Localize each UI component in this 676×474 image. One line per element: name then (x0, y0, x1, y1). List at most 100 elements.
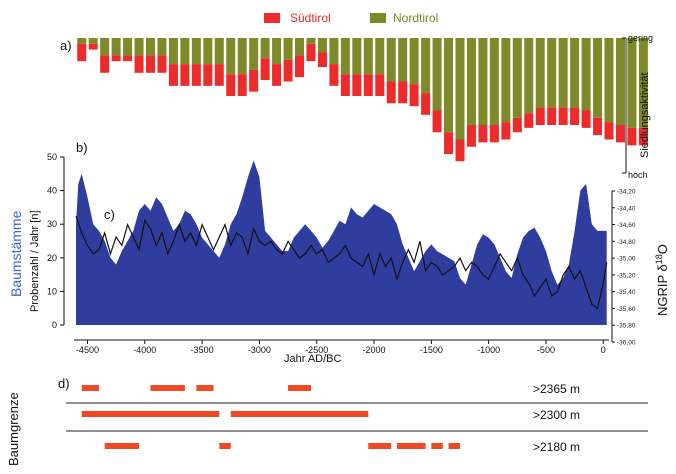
bar-suedtirol (558, 107, 568, 125)
bar-nordtirol (478, 38, 488, 125)
axis-a-title: Siedlungsaktivität (639, 72, 651, 158)
x-tick-label: -3500 (191, 345, 214, 355)
bar-nordtirol (466, 38, 476, 125)
bar-nordtirol (570, 38, 580, 108)
ngrip-tick-label: -34,40 (617, 205, 636, 212)
y-tick-label: 30 (47, 219, 57, 229)
bar-suedtirol (627, 127, 637, 146)
ngrip-tick-label: -35,60 (617, 306, 636, 313)
x-tick-label: 0 (601, 345, 606, 355)
bar-nordtirol (386, 38, 396, 82)
bar-suedtirol (615, 125, 625, 143)
treeline-bar (196, 385, 214, 391)
bar-nordtirol (512, 38, 522, 118)
bar-nordtirol (214, 38, 224, 65)
bar-suedtirol (547, 107, 557, 125)
panel-c-label: c) (104, 207, 115, 222)
bar-nordtirol (146, 38, 156, 56)
baumstaemme-label: Baumstämme (8, 210, 24, 297)
treeline-bar (396, 443, 426, 449)
bar-suedtirol (226, 74, 236, 96)
bar-nordtirol (432, 38, 442, 111)
legend-swatch-suedtirol (264, 13, 280, 23)
treeline-bar (230, 411, 369, 417)
baumstaemme-area (76, 160, 607, 325)
bar-suedtirol (604, 122, 614, 140)
bar-suedtirol (409, 84, 419, 107)
bar-suedtirol (260, 58, 270, 81)
bar-suedtirol (191, 64, 201, 86)
bar-suedtirol (375, 74, 385, 96)
bar-nordtirol (283, 38, 293, 60)
ngrip-tick-label: -34,20 (617, 189, 636, 196)
panel-b-plot: 0 10 20 30 40 50 -4500 -4000 -3500 -3000 -2500 -200… (47, 152, 609, 355)
panel-a-bars (77, 38, 648, 162)
bar-suedtirol (501, 122, 511, 140)
bar-nordtirol (375, 38, 385, 75)
bar-suedtirol (524, 113, 534, 128)
bar-nordtirol (77, 38, 87, 44)
x-axis-title: Jahr AD/BC (284, 353, 342, 365)
treeline-bar (104, 443, 140, 449)
ngrip-line (75, 216, 608, 310)
y-tick-label: 20 (47, 253, 57, 263)
axis-a-top-label: gering (628, 33, 653, 43)
x-tick-label: -500 (537, 345, 555, 355)
bar-suedtirol (512, 117, 522, 133)
bar-nordtirol (455, 38, 465, 140)
bar-nordtirol (88, 38, 98, 44)
bar-nordtirol (489, 38, 499, 125)
bar-nordtirol (191, 38, 201, 65)
bar-suedtirol (581, 110, 591, 128)
bar-nordtirol (226, 38, 236, 75)
bar-nordtirol (111, 38, 121, 56)
bar-nordtirol (157, 38, 167, 56)
bar-nordtirol (272, 38, 282, 65)
bar-nordtirol (352, 38, 362, 75)
bar-nordtirol (524, 38, 534, 114)
x-tick-label: -3000 (248, 345, 271, 355)
bar-nordtirol (558, 38, 568, 108)
bar-suedtirol (535, 107, 545, 125)
bar-suedtirol (466, 125, 476, 147)
y-tick-label: 10 (47, 286, 57, 296)
bar-suedtirol (146, 55, 156, 73)
axis-a-bottom-label: hoch (628, 170, 648, 180)
bar-nordtirol (363, 38, 373, 75)
bar-nordtirol (123, 38, 133, 56)
bar-suedtirol (295, 55, 305, 78)
bar-nordtirol (340, 38, 350, 75)
y-axis-title: Probenzahl / Jahr [n] (29, 210, 41, 312)
bar-suedtirol (214, 64, 224, 86)
ngrip-tick-label: -34,60 (617, 222, 636, 229)
bar-nordtirol (627, 38, 637, 128)
bar-suedtirol (283, 59, 293, 82)
panel-d-label: d) (58, 376, 70, 391)
bar-nordtirol (501, 38, 511, 123)
treeline-bar (448, 443, 460, 449)
bar-nordtirol (638, 38, 648, 128)
bar-nordtirol (180, 38, 190, 65)
y-tick-label: 40 (47, 186, 57, 196)
bar-nordtirol (203, 38, 213, 65)
treeline-bar (81, 411, 220, 417)
bar-suedtirol (570, 107, 580, 125)
bar-nordtirol (317, 38, 327, 53)
legend-swatch-nordtirol (370, 13, 386, 23)
bar-suedtirol (398, 81, 408, 104)
baumgrenze-label: Baumgrenze (6, 392, 21, 466)
treeline-bar (368, 443, 392, 449)
bar-nordtirol (134, 38, 144, 56)
x-tick-label: -1000 (477, 345, 500, 355)
panel-b-label: b) (76, 140, 88, 155)
ngrip-axis: -34,20 -34,40 -34,60 -34,80 -35,00 -35,20 -35,… (611, 189, 636, 347)
bar-suedtirol (168, 64, 178, 86)
bar-suedtirol (638, 127, 648, 146)
bar-nordtirol (295, 38, 305, 56)
ngrip-tick-label: -35,80 (617, 323, 636, 330)
bar-nordtirol (604, 38, 614, 123)
treeline-row-label: >2365 m (533, 382, 580, 396)
bar-nordtirol (444, 38, 454, 133)
panel-a-label: a) (60, 38, 72, 53)
